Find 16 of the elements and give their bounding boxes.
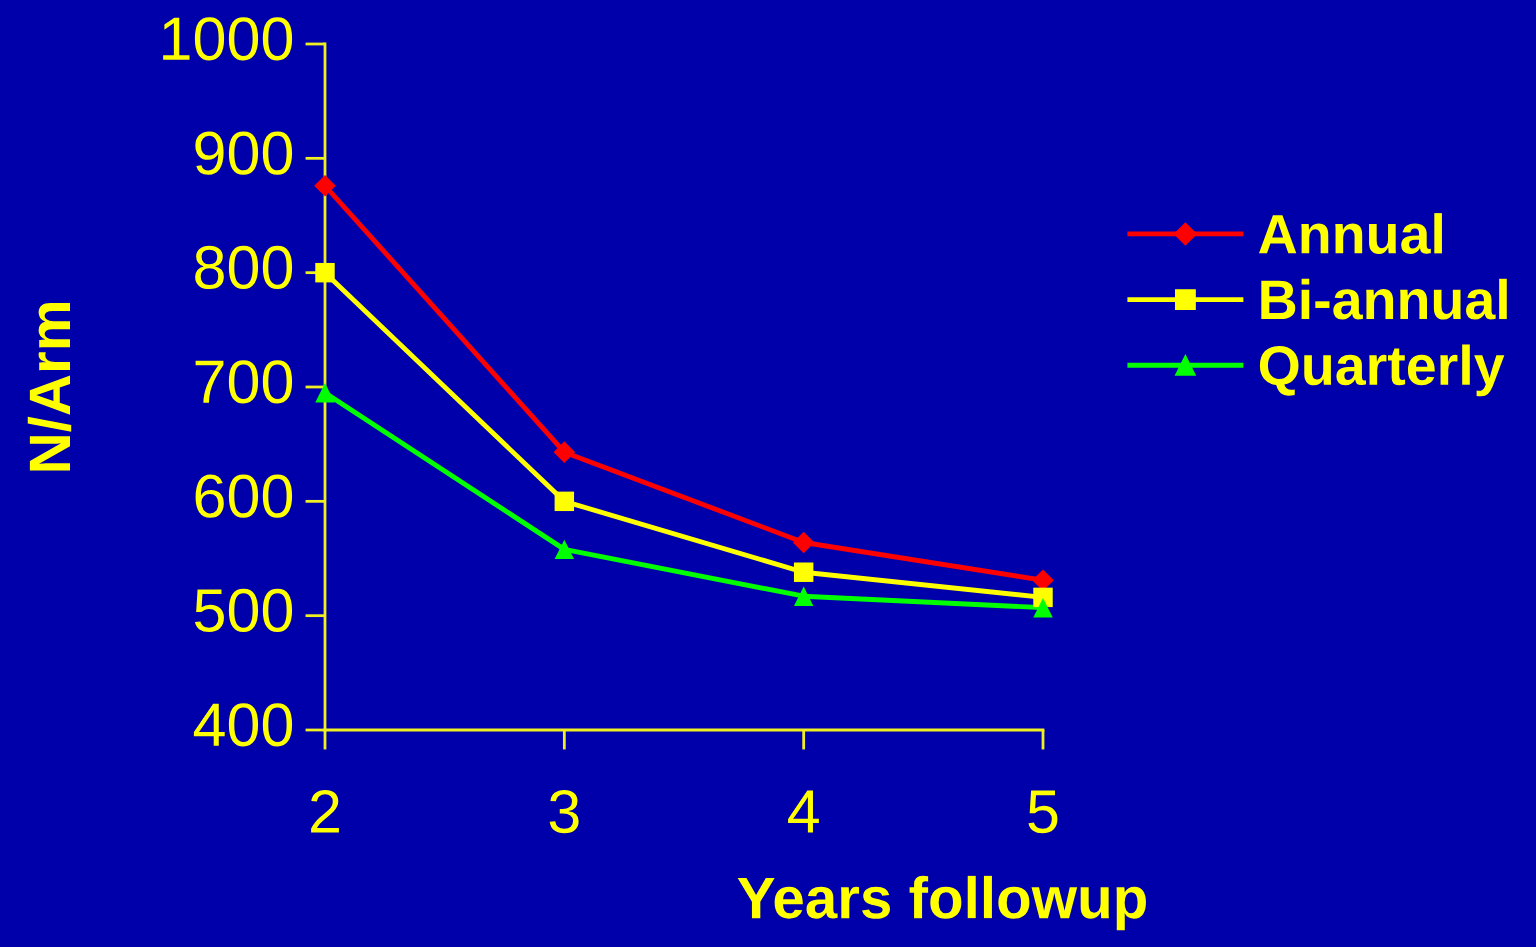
legend-label: Annual [1259,213,1442,254]
y-tick-label: 900 [195,131,293,175]
y-tick-label: 700 [195,360,293,404]
y-tick-label: 500 [194,588,293,633]
x-tick-label: 3 [549,789,579,834]
y-tick-label: 800 [195,245,293,290]
x-tick-label: 4 [788,790,819,833]
legend-label: Bi-annual [1261,278,1507,320]
y-axis-title: N/Arm [27,303,72,471]
y-tick-label: 400 [193,703,293,747]
x-axis-title: Years followup [737,875,1146,931]
y-tick-label: 600 [195,474,293,518]
x-tick-label: 2 [311,789,339,833]
legend-label: Quarterly [1259,344,1505,397]
x-tick-label: 5 [1028,790,1058,834]
y-tick-label: 1000 [163,17,293,61]
